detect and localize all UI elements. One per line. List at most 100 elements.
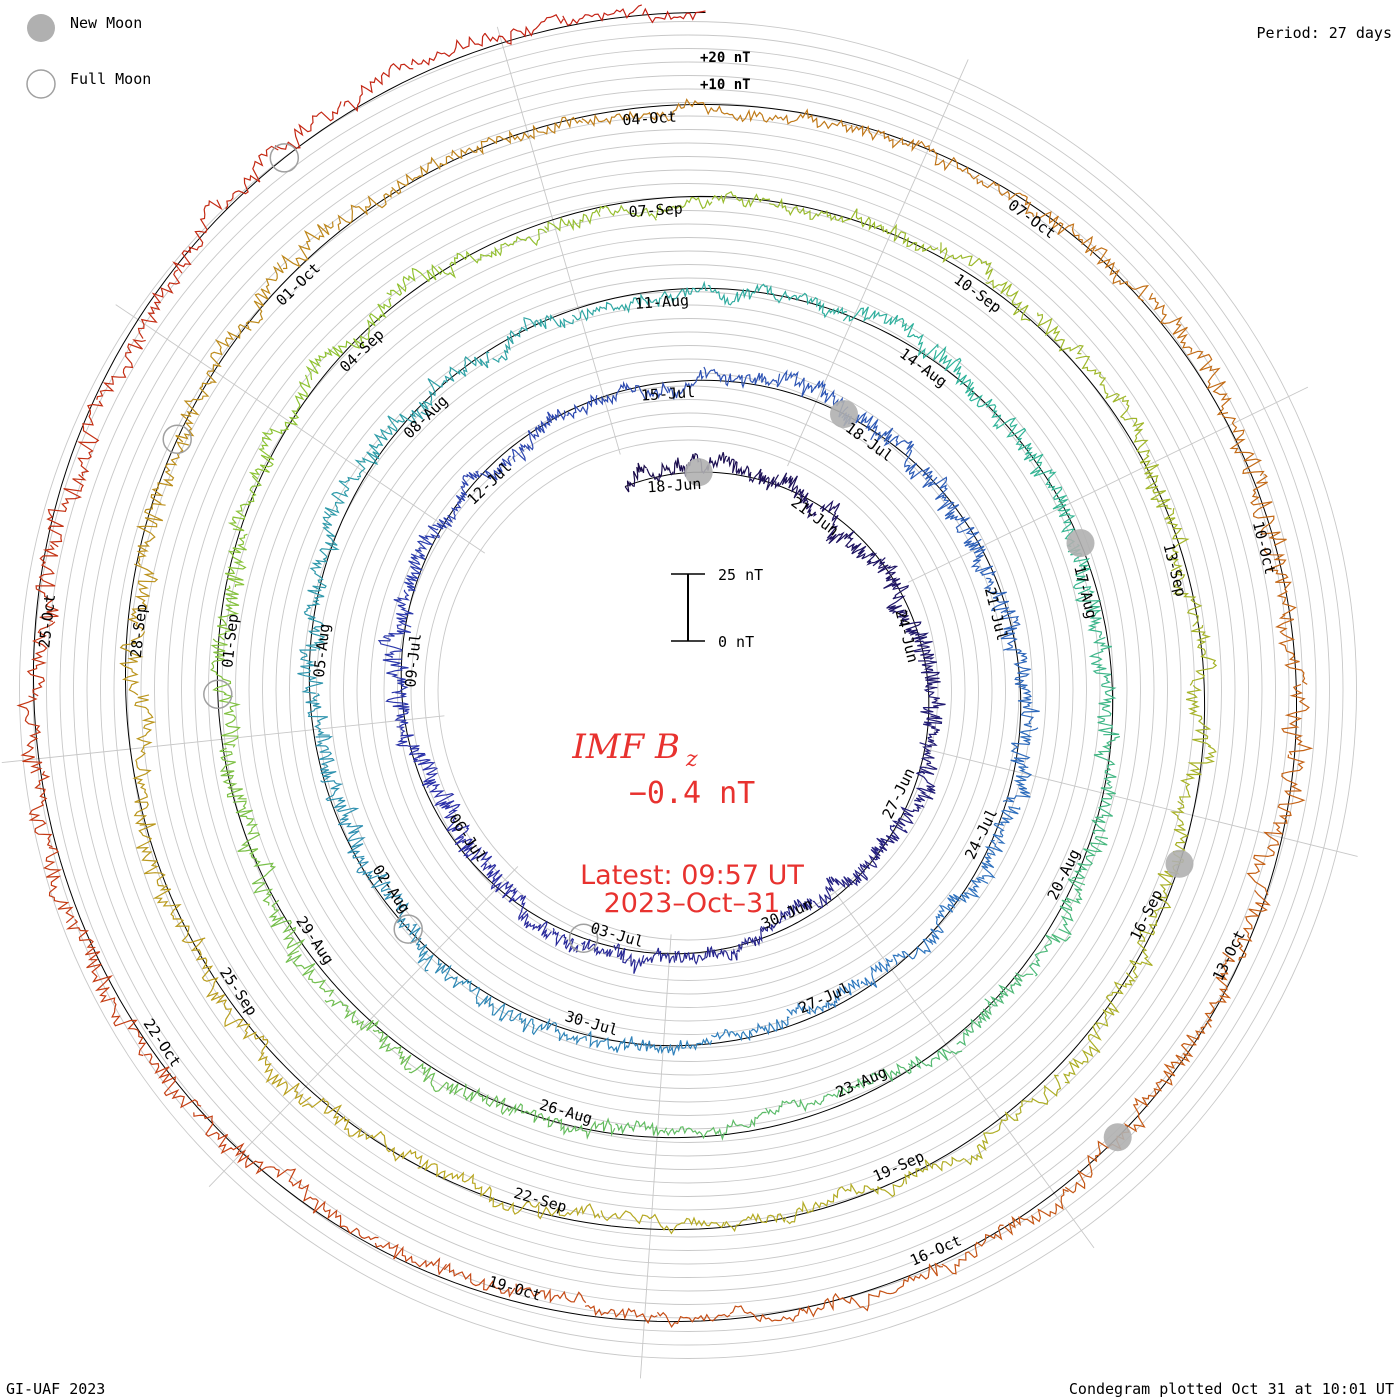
bz-trace-segment xyxy=(830,866,868,889)
date-tick-label: 21-Jul xyxy=(981,586,1011,643)
bz-trace-segment xyxy=(600,1210,663,1228)
bz-trace-segment xyxy=(782,108,852,134)
bz-trace-segment xyxy=(648,98,717,122)
bz-trace-segment xyxy=(377,624,411,659)
period-label: Period: 27 days xyxy=(1257,24,1392,42)
bz-trace-segment xyxy=(356,857,391,893)
bz-trace-segment xyxy=(393,589,414,628)
bz-trace-segment xyxy=(707,284,755,306)
bz-trace-segment xyxy=(352,297,392,349)
bz-trace-segment xyxy=(965,381,1002,428)
grid-ring xyxy=(86,88,1290,1292)
zero-baseline-spiral xyxy=(33,12,1297,1323)
bz-trace-segment xyxy=(1094,247,1150,302)
bz-trace-segment xyxy=(136,823,166,887)
bz-trace-segment xyxy=(985,279,1031,322)
bz-trace-segment xyxy=(786,1002,828,1016)
bz-trace-segment xyxy=(301,1097,364,1138)
bz-trace-segment xyxy=(717,1111,767,1141)
bz-trace-segment xyxy=(172,199,223,274)
bz-trace-segment xyxy=(892,938,932,965)
bz-trace-segment xyxy=(669,1037,713,1056)
bz-trace-segment xyxy=(451,130,518,160)
bz-trace-segment xyxy=(1237,890,1271,961)
bz-trace-segment xyxy=(343,63,414,112)
bz-trace-segment xyxy=(268,899,306,957)
bz-trace-segment xyxy=(1088,636,1112,687)
bz-trace-segment xyxy=(386,263,443,297)
bz-trace-segment xyxy=(799,489,817,519)
bz-trace-segment xyxy=(748,468,780,491)
bz-trace-segment xyxy=(571,301,618,322)
bz-trace-segment xyxy=(1246,823,1284,896)
grid-ring xyxy=(235,237,1141,1143)
grid-ring xyxy=(140,142,1236,1238)
bz-trace-segment xyxy=(983,577,1010,614)
bz-trace-segment xyxy=(364,1130,423,1165)
bz-trace-segment xyxy=(354,433,384,478)
bz-trace-segment xyxy=(928,904,954,945)
bz-trace-segment xyxy=(1189,625,1218,686)
date-tick-label: 26-Aug xyxy=(537,1096,594,1128)
bz-trace-segment xyxy=(1263,547,1297,616)
date-tick-label: 08-Aug xyxy=(400,392,452,443)
bz-trace-segment xyxy=(624,462,648,493)
latest-time: Latest: 09:57 UT xyxy=(580,860,804,891)
bz-trace-segment xyxy=(860,957,893,988)
grid-ring xyxy=(181,183,1195,1197)
bz-trace-segment xyxy=(210,638,232,695)
current-value: −0.4 nT xyxy=(629,776,755,811)
bz-trace-segment xyxy=(632,381,669,401)
bz-trace-segment xyxy=(391,155,454,195)
bz-trace-segment xyxy=(285,954,335,997)
bz-trace-segment xyxy=(152,884,206,944)
bz-trace-segment xyxy=(927,476,960,517)
bz-trace-segment xyxy=(641,7,706,24)
bz-trace-segment xyxy=(432,501,462,530)
bz-trace-segment xyxy=(667,370,704,400)
bz-trace-segment xyxy=(584,1304,658,1325)
bz-trace-segment xyxy=(861,1062,912,1085)
bz-trace-segment xyxy=(656,1311,731,1329)
bz-trace-segment xyxy=(484,14,564,45)
bz-trace-segment xyxy=(597,380,634,406)
bz-trace-segment xyxy=(1164,507,1190,572)
bz-trace-segment xyxy=(43,847,75,924)
new-moon-marker xyxy=(684,458,713,487)
bz-trace-segment xyxy=(134,694,157,761)
bz-trace-segment xyxy=(515,116,583,142)
grid-ring xyxy=(343,345,1033,1035)
date-tick-label: 01-Sep xyxy=(218,613,242,669)
bz-trace-segment xyxy=(225,145,279,210)
bz-trace-segment xyxy=(319,511,340,563)
date-tick-label: 18-Jul xyxy=(842,419,896,465)
date-tick-label: 19-Oct xyxy=(486,1272,543,1304)
bz-trace-segment xyxy=(841,1178,905,1198)
date-tick-label: 25-Oct xyxy=(35,593,59,649)
moon-layer xyxy=(162,143,1194,1152)
bz-trace-segment xyxy=(1028,933,1071,977)
date-tick-label: 13-Sep xyxy=(1160,542,1190,599)
grid-ring xyxy=(437,439,939,941)
date-tick-label: 04-Sep xyxy=(336,325,388,376)
grid-ring xyxy=(329,331,1047,1049)
bz-trace-segment xyxy=(776,369,817,398)
bz-trace-segment xyxy=(492,318,528,364)
bz-trace-segment xyxy=(1139,454,1172,510)
bz-trace-segment xyxy=(1097,685,1120,736)
bz-trace-segment xyxy=(956,1002,992,1047)
bz-trace-segment xyxy=(494,228,547,257)
bz-trace-segment xyxy=(774,472,801,499)
full-moon-marker xyxy=(203,679,233,710)
bz-trace-segment xyxy=(726,456,752,477)
bz-trace-segment xyxy=(206,323,252,383)
bz-trace-segment xyxy=(711,1028,753,1042)
bz-trace-segment xyxy=(16,695,43,774)
bz-trace-segment xyxy=(303,604,326,651)
bz-trace-segment xyxy=(1119,397,1151,455)
credit-label: GI-UAF 2023 xyxy=(6,1380,105,1398)
bz-trace-segment xyxy=(410,525,440,560)
bz-trace-segment xyxy=(385,692,410,727)
bz-trace-segment xyxy=(615,1120,668,1137)
bz-trace-segment xyxy=(1221,415,1265,477)
